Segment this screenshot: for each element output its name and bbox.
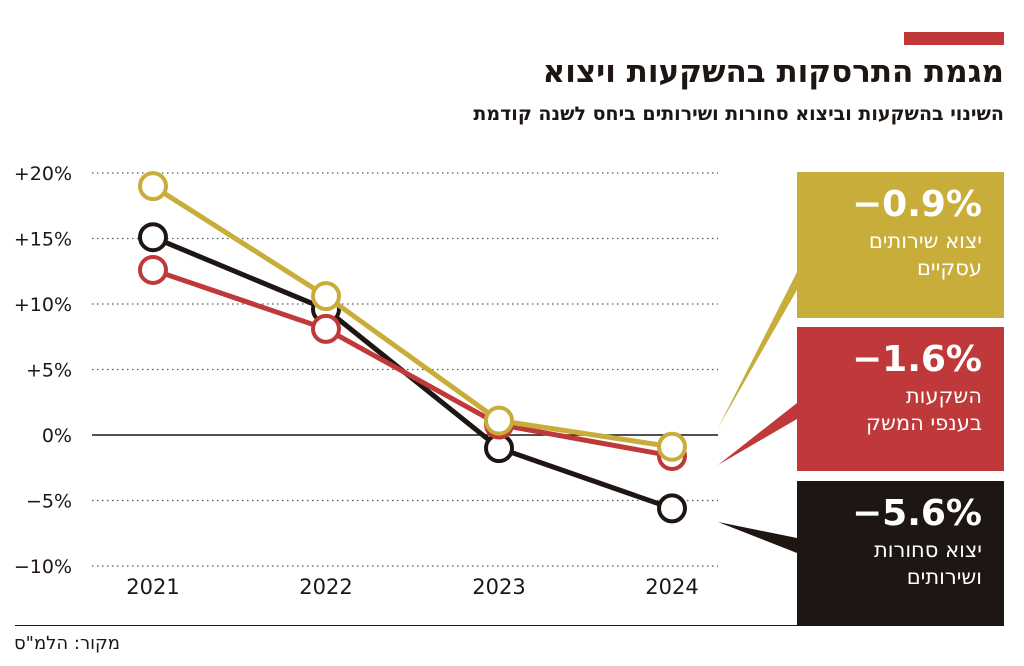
y-tick-label: +20% xyxy=(14,163,72,185)
data-point xyxy=(657,431,687,462)
legend-box-investment: −1.6% השקעות בענפי המשק xyxy=(797,327,1004,471)
legend-label: יצוא סחורות ושירותים xyxy=(873,538,982,589)
y-tick-label: +10% xyxy=(14,294,72,316)
y-tick-label: +15% xyxy=(14,229,72,251)
series-line xyxy=(152,234,673,511)
x-tick-label: 2023 xyxy=(472,575,525,599)
legend-label: השקעות בענפי המשק xyxy=(866,384,982,435)
y-tick-label: −5% xyxy=(26,491,72,513)
data-point xyxy=(138,171,168,202)
x-tick-label: 2022 xyxy=(299,575,352,599)
legend-value: −0.9% xyxy=(851,184,982,225)
legend-box-business-services-exports: −0.9% יצוא שירותים עסקיים xyxy=(797,172,1004,318)
chart-title: מגמת התרסקות בהשקעות ויצוא xyxy=(542,54,1004,90)
legend-value: −1.6% xyxy=(851,339,982,380)
data-point xyxy=(138,222,168,253)
data-point xyxy=(657,493,687,524)
data-point xyxy=(311,313,341,344)
series-line xyxy=(152,267,673,459)
data-point xyxy=(138,254,168,285)
source-note: מקור: הלמ"ס xyxy=(14,633,121,654)
chart-subtitle: השינוי בהשקעות וביצוא סחורות ושירותים בי… xyxy=(473,103,1004,125)
legend-value: −5.6% xyxy=(851,493,982,534)
y-tick-label: +5% xyxy=(26,360,72,382)
accent-bar xyxy=(904,32,1004,45)
y-tick-label: 0% xyxy=(42,425,72,447)
callout-pointer-investment xyxy=(718,403,797,465)
legend-label: יצוא שירותים עסקיים xyxy=(868,229,982,280)
data-point xyxy=(311,281,341,312)
x-tick-label: 2021 xyxy=(126,575,179,599)
legend-box-goods-services-exports: −5.6% יצוא סחורות ושירותים xyxy=(797,481,1004,625)
callout-pointer-business-services xyxy=(718,272,797,428)
callout-pointer-goods-services xyxy=(718,522,797,553)
footer-rule xyxy=(15,625,1004,626)
series-line xyxy=(151,183,673,450)
y-tick-label: −10% xyxy=(14,556,72,578)
x-tick-label: 2024 xyxy=(645,575,698,599)
data-point xyxy=(484,405,514,436)
